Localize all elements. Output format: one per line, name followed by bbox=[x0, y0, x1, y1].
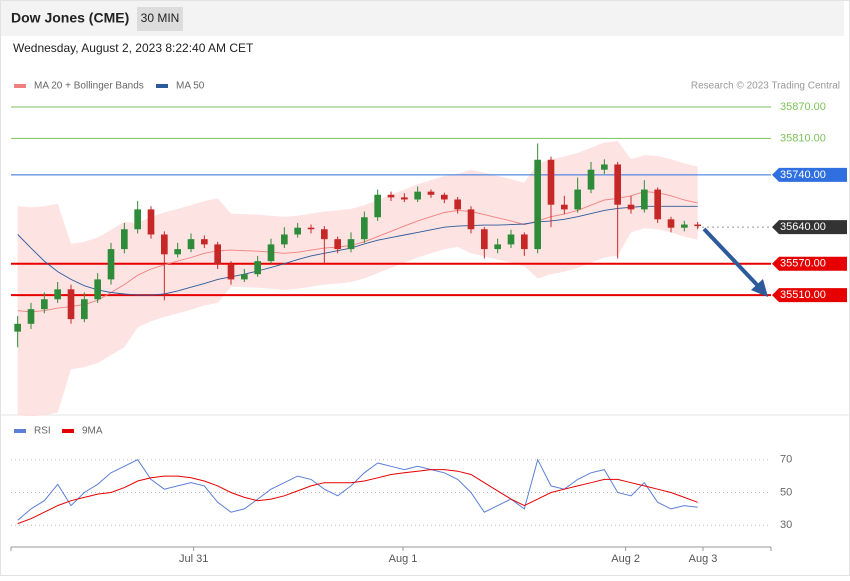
x-tick-label: Jul 31 bbox=[179, 553, 208, 565]
candle-body bbox=[534, 159, 541, 250]
candle-body bbox=[561, 204, 568, 210]
candle-body bbox=[627, 204, 635, 210]
y-tick-label: 70 bbox=[780, 454, 792, 466]
candle-body bbox=[254, 261, 261, 275]
x-tick-label: Aug 2 bbox=[611, 553, 640, 565]
candle-body bbox=[187, 239, 195, 250]
candle-body bbox=[347, 239, 355, 250]
candle-body bbox=[507, 234, 515, 245]
candle-body bbox=[107, 249, 115, 280]
legend-swatch bbox=[14, 429, 26, 433]
candle-body bbox=[614, 164, 621, 205]
credit: Research © 2023 Trading Central bbox=[691, 81, 840, 92]
rsi-panel: 30 50 70 Jul 31 Aug 1 Aug 2 Aug 3 RSI 9MA bbox=[10, 426, 792, 565]
candle-body bbox=[387, 194, 395, 198]
candle-body bbox=[694, 224, 701, 227]
candle-body bbox=[134, 209, 141, 230]
candle-body bbox=[454, 199, 461, 210]
candle-body bbox=[427, 191, 435, 195]
candle-body bbox=[227, 264, 235, 280]
candle-body bbox=[641, 189, 648, 210]
candle-body bbox=[161, 234, 168, 255]
level-label: 35810.00 bbox=[780, 132, 826, 144]
candle-body bbox=[321, 229, 328, 240]
arrow-head bbox=[751, 279, 768, 297]
ma-line bbox=[17, 191, 698, 313]
candle-body bbox=[667, 219, 675, 228]
candle-body bbox=[401, 197, 408, 200]
candle-body bbox=[587, 169, 595, 190]
candle-body bbox=[681, 224, 688, 228]
candle-body bbox=[174, 249, 181, 255]
level-label-box bbox=[772, 220, 847, 235]
level-label-box bbox=[772, 167, 847, 182]
level-label: 35510.00 bbox=[780, 289, 826, 301]
candle-body bbox=[41, 299, 48, 310]
candle-body bbox=[241, 274, 248, 280]
level-label: 35570.00 bbox=[780, 258, 826, 270]
candle-body bbox=[494, 244, 501, 250]
legend-swatch bbox=[62, 429, 74, 433]
candle-body bbox=[27, 309, 35, 324]
candle-body bbox=[307, 227, 315, 230]
legend-label: MA 50 bbox=[176, 81, 205, 92]
candle-body bbox=[441, 194, 448, 200]
candle-body bbox=[281, 234, 288, 245]
level-label: 35870.00 bbox=[780, 101, 826, 113]
candle-body bbox=[334, 239, 341, 250]
x-tick-label: Aug 1 bbox=[389, 553, 418, 565]
legend-label: MA 20 + Bollinger Bands bbox=[34, 81, 144, 92]
arrow bbox=[702, 227, 762, 290]
candle-body bbox=[67, 289, 75, 320]
legend-swatch bbox=[14, 84, 26, 88]
legend-swatch bbox=[156, 84, 168, 88]
candle-body bbox=[81, 299, 88, 320]
candle-body bbox=[214, 244, 221, 265]
level-label: 35740.00 bbox=[780, 169, 826, 181]
y-tick-label: 50 bbox=[780, 486, 792, 498]
candle-body bbox=[547, 159, 555, 205]
candle-body bbox=[14, 323, 21, 332]
legend-label: 9MA bbox=[82, 426, 103, 437]
candle-body bbox=[361, 217, 368, 240]
candle-body bbox=[467, 209, 475, 230]
price-panel: 35870.00 35810.00 35740.00 35640.00 35570.00… bbox=[11, 81, 847, 417]
rsi-line bbox=[17, 469, 698, 525]
candle-body bbox=[481, 229, 488, 250]
candle-body bbox=[574, 189, 581, 210]
x-tick-label: Aug 3 bbox=[689, 553, 718, 565]
candle-body bbox=[521, 234, 528, 250]
candle-body bbox=[121, 229, 128, 250]
level-label: 35640.00 bbox=[780, 221, 826, 233]
candle-body bbox=[94, 279, 101, 300]
legend-label: RSI bbox=[34, 426, 51, 437]
ma-line bbox=[17, 205, 698, 296]
interval[interactable]: 30 MIN bbox=[141, 11, 180, 25]
candle-body bbox=[374, 194, 381, 218]
y-tick-label: 30 bbox=[780, 519, 792, 531]
candle-body bbox=[654, 189, 661, 220]
candle-body bbox=[54, 289, 61, 300]
candle-body bbox=[294, 227, 301, 235]
candle-body bbox=[201, 239, 208, 245]
candle-body bbox=[414, 191, 421, 200]
candle-body bbox=[147, 209, 155, 235]
level-label-box bbox=[772, 256, 847, 271]
bollinger-band bbox=[17, 141, 698, 417]
candle-body bbox=[601, 164, 608, 170]
level-label-box bbox=[772, 288, 847, 303]
datetime: Wednesday, August 2, 2023 8:22:40 AM CET bbox=[13, 41, 254, 55]
interval-box[interactable] bbox=[137, 7, 183, 31]
rsi-line bbox=[17, 458, 698, 521]
candle-body bbox=[267, 244, 275, 262]
title: Dow Jones (CME) bbox=[11, 10, 129, 26]
